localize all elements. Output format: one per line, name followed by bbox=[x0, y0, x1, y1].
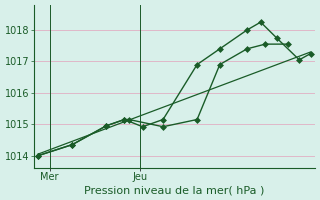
X-axis label: Pression niveau de la mer( hPa ): Pression niveau de la mer( hPa ) bbox=[84, 185, 265, 195]
